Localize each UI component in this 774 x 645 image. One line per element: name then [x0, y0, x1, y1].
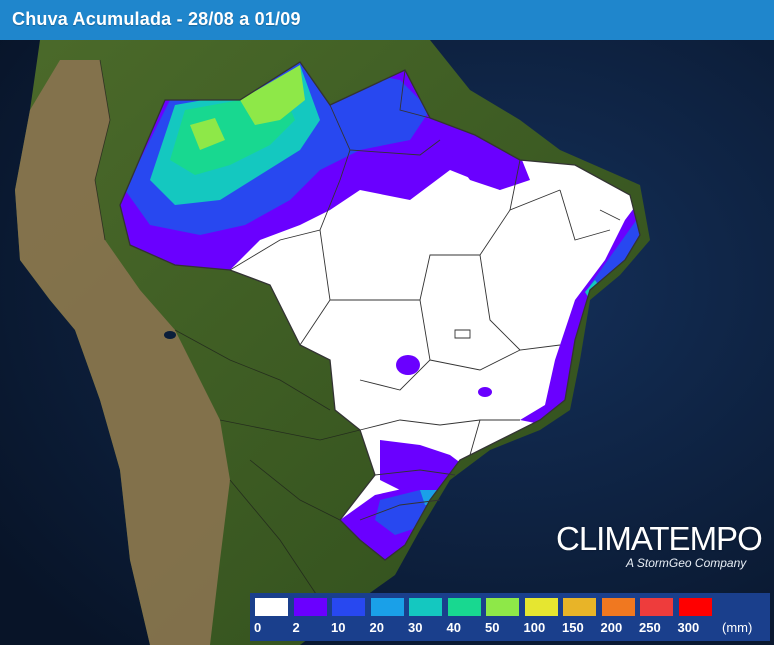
legend-tick-40: 40	[446, 620, 461, 635]
legend-tick-250: 250	[639, 620, 661, 635]
page-title: Chuva Acumulada - 28/08 a 01/09	[12, 9, 301, 29]
legend-swatch-200	[600, 597, 636, 617]
legend-swatch-2	[292, 597, 328, 617]
legend-tick-2: 2	[292, 620, 300, 635]
legend-tick-20: 20	[369, 620, 384, 635]
legend-swatch-40	[446, 597, 482, 617]
legend-tick-150: 150	[562, 620, 584, 635]
legend-tick-30: 30	[408, 620, 423, 635]
legend-tick-200: 200	[600, 620, 623, 635]
rain-spot-central-east	[478, 387, 492, 397]
rainfall-overlay	[120, 62, 640, 560]
rain-spot-central	[396, 355, 420, 375]
legend-swatch-10	[331, 597, 366, 617]
brand-tagline: A StormGeo Company	[626, 556, 747, 570]
legend-swatch-50	[485, 597, 520, 617]
state-borders	[119, 61, 641, 561]
legend-swatch-250	[639, 597, 674, 617]
legend-swatch-30	[408, 597, 443, 617]
lake-titicaca	[164, 331, 176, 339]
brand-name: CLIMATEMPO	[556, 520, 763, 557]
rain-zone-light-northeast	[440, 140, 530, 190]
rain-zone-heavy-spot	[190, 118, 225, 150]
legend-tick-100: 100	[523, 620, 546, 635]
rainfall-map	[0, 40, 774, 645]
climatempo-logo: CLIMATEMPO A StormGeo Company	[556, 520, 766, 570]
title-bar: Chuva Acumulada - 28/08 a 01/09	[0, 0, 774, 42]
legend-tick-50: 50	[485, 620, 500, 635]
legend-swatch-0	[254, 597, 289, 617]
legend-swatch-300	[677, 597, 713, 617]
rain-zone-moderate-east-coast	[590, 215, 640, 295]
legend-tick-10: 10	[331, 620, 346, 635]
rain-zone-heavy-north	[240, 65, 305, 125]
legend-swatch-100	[523, 597, 559, 617]
legend-tick-0: 0	[254, 620, 262, 635]
country-borders	[94, 59, 361, 601]
legend-swatch-20	[369, 597, 405, 617]
legend-swatch-150	[562, 597, 597, 617]
andes-region	[15, 60, 230, 645]
legend-tick-300: 300	[677, 620, 700, 635]
legend-unit: (mm)	[722, 620, 753, 635]
rainfall-legend: 0 2 10 20 30 40 50 100 150 200 250 300 (mm)	[250, 593, 770, 641]
